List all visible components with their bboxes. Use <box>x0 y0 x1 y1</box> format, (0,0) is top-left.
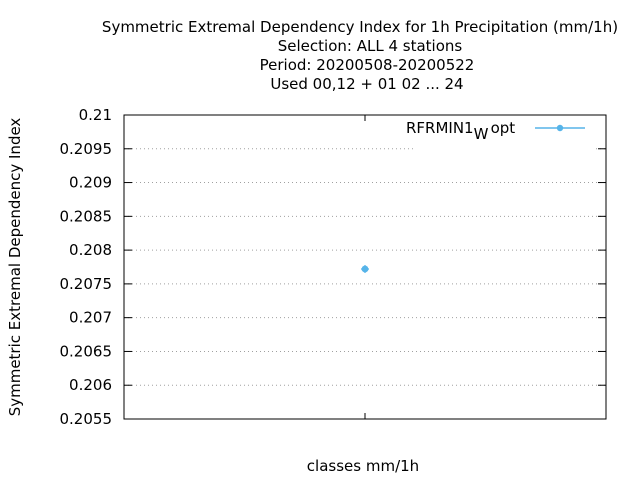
legend-background <box>414 119 594 151</box>
y-tick-label: 0.2075 <box>60 275 113 293</box>
data-point-cross <box>361 265 369 274</box>
grid-lines <box>124 148 606 386</box>
y-tick-label: 0.2095 <box>60 140 113 158</box>
x-axis-label: classes mm/1h <box>307 457 419 475</box>
legend-label-subscript: W <box>474 125 489 143</box>
legend-marker-sample <box>556 124 564 132</box>
data-points <box>361 265 369 274</box>
y-tick-label: 0.2065 <box>60 342 113 360</box>
legend-entry-label: RFRMIN1W opt <box>406 119 515 143</box>
y-axis-label: Symmetric Extremal Dependency Index <box>6 118 24 417</box>
title-line-1: Symmetric Extremal Dependency Index for … <box>102 18 618 36</box>
title-line-3: Period: 20200508-20200522 <box>260 56 475 74</box>
y-tick-label: 0.2055 <box>60 410 113 428</box>
title-line-4: Used 00,12 + 01 02 ... 24 <box>270 75 463 93</box>
y-tick-label: 0.208 <box>69 241 112 259</box>
y-tick-label: 0.209 <box>69 174 112 192</box>
y-axis-ticks: 0.2055 0.206 0.2065 0.207 0.2075 0.208 0.2085 0… <box>60 106 606 428</box>
legend-label-suffix: opt <box>491 119 516 137</box>
y-tick-label: 0.21 <box>79 106 112 124</box>
legend-label-main: RFRMIN1 <box>406 119 474 137</box>
y-tick-label: 0.207 <box>69 309 112 327</box>
title-line-2: Selection: ALL 4 stations <box>278 37 463 55</box>
y-tick-label: 0.206 <box>69 376 112 394</box>
legend: RFRMIN1W opt <box>406 119 594 151</box>
y-tick-label: 0.2085 <box>60 207 113 225</box>
chart-title: Symmetric Extremal Dependency Index for … <box>102 18 618 93</box>
